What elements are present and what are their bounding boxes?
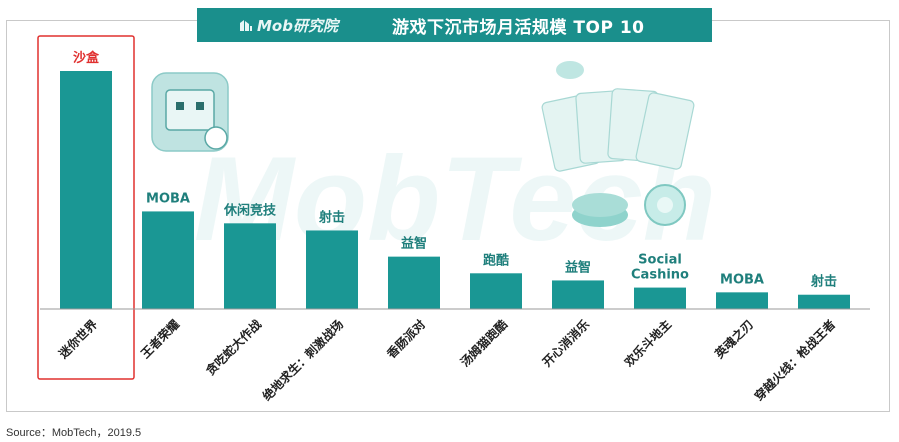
brand-name: Mob研究院 bbox=[257, 16, 338, 35]
game-icon-face bbox=[165, 89, 215, 131]
chart-header: Mob研究院 游戏下沉市场月活规模 TOP 10 bbox=[197, 8, 712, 42]
genre-label: 益智 bbox=[565, 259, 591, 275]
bar bbox=[470, 273, 522, 309]
category-label: 王者荣耀 bbox=[138, 317, 183, 362]
card-icon bbox=[635, 92, 695, 170]
chip-stack-icon bbox=[572, 193, 628, 217]
genre-label: 沙盒 bbox=[73, 50, 100, 66]
game-icon-eye-left bbox=[176, 102, 184, 110]
genre-label: MOBA bbox=[720, 272, 764, 287]
category-label: 迷你世界 bbox=[55, 317, 100, 362]
ball-icon bbox=[204, 126, 228, 150]
chip-center-icon bbox=[657, 197, 673, 213]
bar bbox=[388, 256, 440, 309]
category-label: 英魂之刃 bbox=[712, 317, 757, 362]
genre-label: MOBA bbox=[146, 191, 190, 206]
highlight-box bbox=[37, 35, 135, 380]
genre-label: 射击 bbox=[810, 274, 837, 290]
category-label: 欢乐斗地主 bbox=[620, 317, 674, 371]
brand-logo: Mob研究院 bbox=[239, 15, 338, 36]
bar bbox=[60, 71, 112, 309]
category-label: 香肠派对 bbox=[383, 317, 428, 362]
bar bbox=[224, 223, 276, 309]
bar bbox=[716, 292, 768, 309]
bar bbox=[634, 287, 686, 309]
category-label: 开心消消乐 bbox=[539, 317, 592, 370]
genre-label: Cashino bbox=[631, 268, 689, 283]
genre-label: 射击 bbox=[318, 209, 345, 225]
category-label: 贪吃蛇大作战 bbox=[202, 317, 264, 379]
bar bbox=[142, 211, 194, 309]
category-label: 汤姆猫跑酷 bbox=[457, 317, 510, 370]
category-label: 穿越火线：枪战王者 bbox=[751, 317, 838, 404]
chip-icon bbox=[556, 61, 584, 79]
game-icon-eye-right bbox=[196, 102, 204, 110]
genre-label: 休闲竞技 bbox=[223, 202, 277, 218]
genre-label: Social bbox=[638, 253, 682, 268]
bar bbox=[552, 280, 604, 309]
genre-label: 益智 bbox=[401, 236, 427, 252]
chart-title: 游戏下沉市场月活规模 TOP 10 bbox=[391, 17, 645, 38]
bar bbox=[798, 294, 850, 309]
genre-label: 跑酷 bbox=[483, 252, 509, 268]
source-note: Source：MobTech，2019.5 bbox=[6, 427, 142, 439]
bar bbox=[306, 230, 358, 309]
mob-logo-icon bbox=[240, 20, 252, 31]
category-label: 绝地求生：刺激战场 bbox=[259, 317, 346, 404]
